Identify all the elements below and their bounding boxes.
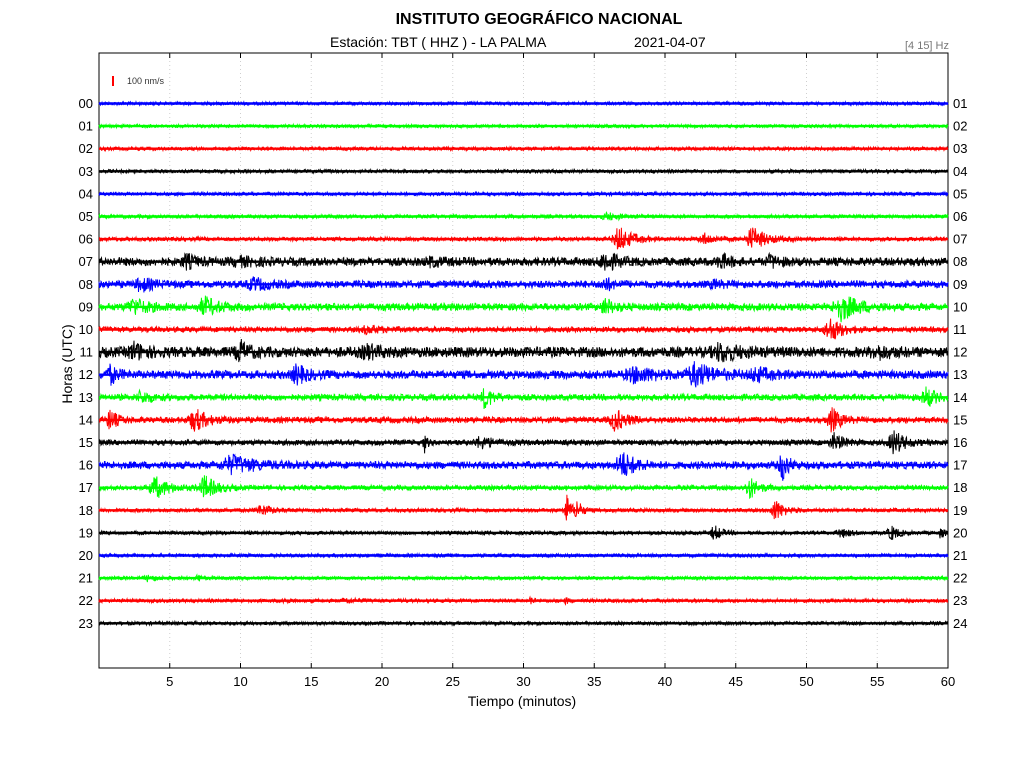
- x-tick-label: 20: [375, 674, 389, 689]
- hour-label-right: 06: [953, 209, 967, 224]
- hour-label-left: 01: [79, 119, 93, 134]
- hour-label-right: 23: [953, 593, 967, 608]
- hour-label-right: 21: [953, 548, 967, 563]
- hour-label-left: 04: [79, 186, 93, 201]
- hour-label-left: 07: [79, 254, 93, 269]
- hour-label-right: 15: [953, 412, 967, 427]
- hour-label-left: 16: [79, 458, 93, 473]
- x-ticks: 5 10 15 20 25 30 35 40 45 50 55 60: [166, 53, 955, 689]
- hour-label-left: 06: [79, 232, 93, 247]
- hour-label-left: 15: [79, 435, 93, 450]
- x-tick-label: 5: [166, 674, 173, 689]
- hour-label-left: 05: [79, 209, 93, 224]
- hour-label-right: 22: [953, 571, 967, 586]
- hour-label-right: 04: [953, 164, 967, 179]
- hour-label-left: 20: [79, 548, 93, 563]
- hour-label-left: 13: [79, 390, 93, 405]
- hour-label-left: 17: [79, 480, 93, 495]
- y-labels-right: 01 02 03 04 05 06 07 08 09 10 11 12 13 14 15 16 17 18 19 20…: [953, 96, 967, 631]
- hour-label-left: 00: [79, 96, 93, 111]
- x-tick-label: 40: [658, 674, 672, 689]
- x-tick-label: 35: [587, 674, 601, 689]
- hour-label-right: 05: [953, 186, 967, 201]
- trace-hour-13: [98, 386, 949, 410]
- grid-lines: [169, 53, 878, 668]
- station-label: Estación: TBT ( HHZ ) - LA PALMA: [330, 34, 547, 50]
- trace-hour-16: [98, 452, 949, 481]
- hour-label-right: 09: [953, 277, 967, 292]
- trace-hour-07: [98, 251, 949, 271]
- hour-label-right: 24: [953, 616, 967, 631]
- hour-label-right: 17: [953, 458, 967, 473]
- hour-label-right: 13: [953, 367, 967, 382]
- x-tick-label: 30: [516, 674, 530, 689]
- hour-label-right: 02: [953, 119, 967, 134]
- scale-bar: 100 nm/s: [112, 76, 165, 86]
- hour-label-left: 23: [79, 616, 93, 631]
- x-tick-label: 60: [941, 674, 955, 689]
- hour-label-right: 07: [953, 232, 967, 247]
- hour-label-right: 18: [953, 480, 967, 495]
- hour-label-right: 01: [953, 96, 967, 111]
- x-tick-label: 50: [799, 674, 813, 689]
- x-tick-label: 25: [446, 674, 460, 689]
- hour-label-left: 12: [79, 367, 93, 382]
- hour-label-left: 21: [79, 571, 93, 586]
- hour-label-left: 08: [79, 277, 93, 292]
- hour-label-left: 03: [79, 164, 93, 179]
- hour-label-left: 02: [79, 141, 93, 156]
- x-tick-label: 15: [304, 674, 318, 689]
- trace-hour-18: [98, 494, 949, 521]
- x-tick-label: 45: [729, 674, 743, 689]
- x-tick-label: 10: [233, 674, 247, 689]
- x-axis-label: Tiempo (minutos): [468, 693, 576, 709]
- page-title: INSTITUTO GEOGRÁFICO NACIONAL: [395, 11, 683, 28]
- seismic-traces: [98, 99, 949, 627]
- hour-label-left: 14: [79, 412, 93, 427]
- hour-label-right: 08: [953, 254, 967, 269]
- hour-label-left: 18: [79, 503, 93, 518]
- x-tick-label: 55: [870, 674, 884, 689]
- filter-band-label: [4 15] Hz: [904, 40, 949, 52]
- date-label: 2021-04-07: [634, 34, 706, 50]
- hour-label-right: 16: [953, 435, 967, 450]
- hour-label-right: 10: [953, 299, 967, 314]
- hour-label-right: 03: [953, 141, 967, 156]
- hour-label-right: 12: [953, 345, 967, 360]
- scale-bar-label: 100 nm/s: [127, 76, 165, 86]
- hour-label-right: 20: [953, 525, 967, 540]
- trace-hour-11: [98, 338, 949, 363]
- hour-label-left: 19: [79, 525, 93, 540]
- hour-label-left: 09: [79, 299, 93, 314]
- trace-hour-12: [98, 361, 949, 388]
- trace-hour-09: [98, 295, 949, 323]
- hour-label-left: 22: [79, 593, 93, 608]
- hour-label-left: 10: [79, 322, 93, 337]
- hour-label-right: 19: [953, 503, 967, 518]
- hour-label-right: 14: [953, 390, 967, 405]
- hour-label-left: 11: [80, 345, 94, 360]
- y-axis-label: Horas (UTC): [59, 324, 75, 403]
- y-labels-left: 00 01 02 03 04 05 06 07 08 09 10 11 12 13 14 15 16 17 18 19…: [79, 96, 93, 631]
- hour-label-right: 11: [953, 322, 967, 337]
